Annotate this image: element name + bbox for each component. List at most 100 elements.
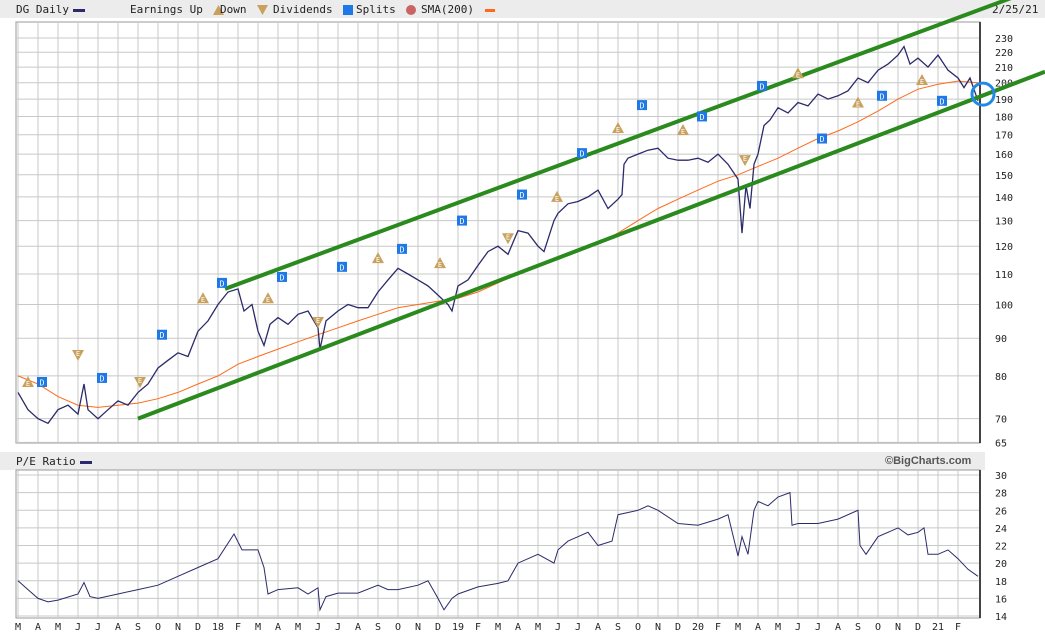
month-tick-label: J <box>795 622 801 633</box>
month-tick-label: N <box>895 622 901 633</box>
earnings-glyph: E <box>506 233 510 241</box>
dividends-legend: Dividends <box>273 3 354 16</box>
earnings-glyph: E <box>796 71 800 79</box>
dividend-glyph: D <box>220 279 225 288</box>
pe-tick-label: 26 <box>995 506 1007 517</box>
price-tick-label: 130 <box>995 217 1013 228</box>
dividend-marker: D <box>277 271 287 282</box>
earnings-up-icon <box>213 5 225 15</box>
earnings-glyph: E <box>201 296 205 304</box>
splits-legend: Splits <box>356 3 417 16</box>
month-tick-label: O <box>155 622 161 633</box>
earnings-marker-up: E <box>852 96 864 109</box>
copyright-label: ©BigCharts.com <box>885 455 972 467</box>
dividend-glyph: D <box>340 263 345 272</box>
earnings-marker-up: E <box>916 74 928 86</box>
earnings-glyph: E <box>138 377 142 385</box>
month-tick-label: M <box>775 622 781 633</box>
earnings-down-icon <box>72 350 84 362</box>
dividend-icon <box>697 111 707 122</box>
pe-tick-label: 14 <box>995 612 1007 623</box>
earnings-glyph: E <box>376 256 380 264</box>
earnings-glyph: E <box>743 155 747 163</box>
earnings-up-icon <box>612 122 624 134</box>
price-tick-label: 210 <box>995 63 1013 74</box>
month-tick-label: M <box>295 622 301 633</box>
earnings-glyph: E <box>920 78 924 86</box>
dividend-icon <box>397 243 407 254</box>
dividend-glyph: D <box>40 378 45 387</box>
earnings-glyph: E <box>438 261 442 269</box>
dividend-icon <box>817 133 827 144</box>
price-tick-label: 220 <box>995 48 1013 59</box>
month-tick-label: 19 <box>452 622 464 633</box>
month-tick-label: S <box>615 622 621 633</box>
price-tick-label: 170 <box>995 131 1013 142</box>
month-tick-label: J <box>315 622 321 633</box>
earnings-up-icon <box>372 252 384 264</box>
month-tick-label: M <box>55 622 61 633</box>
month-tick-label: J <box>555 622 561 633</box>
dividend-glyph: D <box>100 374 105 383</box>
dividend-glyph: D <box>460 217 465 226</box>
pe-tick-label: 30 <box>995 471 1007 482</box>
month-tick-label: A <box>595 622 601 633</box>
month-tick-label: 21 <box>932 622 944 633</box>
month-tick-label: D <box>435 622 441 633</box>
symbol-legend: DG Daily <box>16 3 85 16</box>
dividend-glyph: D <box>940 97 945 106</box>
earnings-marker-up: E <box>551 190 563 203</box>
month-tick-label: N <box>655 622 661 633</box>
earnings-marker-up: E <box>434 257 446 269</box>
month-tick-label: J <box>95 622 101 633</box>
month-tick-label: A <box>275 622 281 633</box>
earnings-marker-up: E <box>262 292 274 304</box>
earnings-glyph: E <box>26 380 30 388</box>
dividend-icon <box>757 80 767 91</box>
month-tick-label: D <box>195 622 201 633</box>
dividends-label: Dividends <box>273 3 333 16</box>
pe-tick-label: 24 <box>995 524 1007 535</box>
earnings-marker-down: E <box>739 155 751 167</box>
dividend-marker: D <box>817 133 827 144</box>
earnings-marker-up: E <box>612 122 624 134</box>
earnings-glyph: E <box>681 128 685 136</box>
month-tick-label: F <box>715 622 721 633</box>
dividend-marker: D <box>577 148 587 159</box>
dividend-icon <box>637 100 647 111</box>
dividend-marker: D <box>637 100 647 111</box>
month-tick-label: J <box>575 622 581 633</box>
earnings-down-icon <box>134 376 146 388</box>
month-tick-label: M <box>535 622 541 633</box>
pe-label: P/E Ratio <box>16 455 76 468</box>
month-tick-label: A <box>355 622 361 633</box>
pe-ratio-line <box>17 491 979 612</box>
price-tick-label: 90 <box>995 334 1007 345</box>
earnings-marker-down: E <box>72 350 84 362</box>
month-tick-label: 20 <box>692 622 704 633</box>
dividend-marker: D <box>97 372 107 383</box>
pe-legend-bar: P/E Ratio ©BigCharts.com <box>0 452 985 470</box>
month-tick-label: A <box>755 622 761 633</box>
earnings-up-icon <box>792 67 804 79</box>
earnings-up-icon <box>551 190 563 202</box>
month-tick-label: A <box>35 622 41 633</box>
dividend-glyph: D <box>700 113 705 122</box>
pe-tick-label: 22 <box>995 542 1007 553</box>
sma-legend: SMA(200) <box>421 3 495 16</box>
price-tick-label: 150 <box>995 171 1013 182</box>
earnings-down-icon <box>739 155 751 167</box>
dividend-icon <box>517 189 527 200</box>
earnings-up-icon <box>852 96 864 108</box>
month-tick-label: O <box>635 622 641 633</box>
dividend-marker: D <box>37 376 47 387</box>
earnings-legend: Earnings Up <box>130 3 225 16</box>
symbol-label: DG Daily <box>16 3 69 16</box>
price-tick-label: 110 <box>995 270 1013 281</box>
dividend-glyph: D <box>760 82 765 91</box>
price-tick-label: 120 <box>995 242 1013 253</box>
dividend-icon <box>217 277 227 288</box>
dividend-glyph: D <box>580 150 585 159</box>
earnings-up-icon <box>22 375 34 387</box>
